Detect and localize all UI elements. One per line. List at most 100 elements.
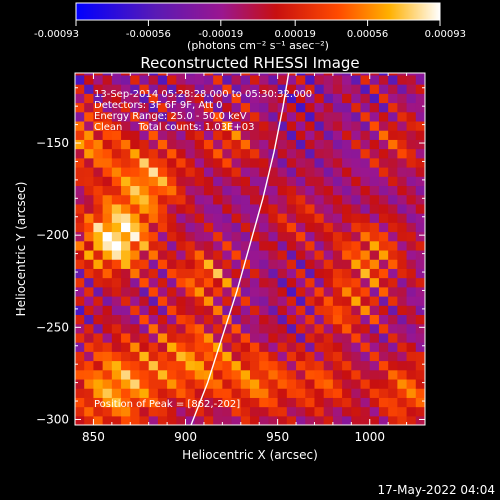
heatmap-cell: [240, 277, 251, 288]
heatmap-cell: [111, 130, 122, 140]
heatmap-cell: [351, 286, 362, 297]
heatmap-cell: [111, 397, 122, 408]
heatmap-cell: [194, 102, 205, 113]
colorbar-tick-label: -0.00093: [34, 29, 79, 40]
heatmap-cell: [111, 249, 122, 260]
heatmap-cell: [268, 351, 279, 362]
heatmap-cell: [176, 166, 187, 177]
annotation-clean-counts: Clean Total counts: 1.03E+03: [94, 122, 254, 133]
heatmap-cell: [397, 397, 408, 408]
heatmap-cell: [397, 176, 408, 187]
heatmap-cell: [130, 259, 141, 269]
colorbar-tick-label: 0.00056: [347, 29, 388, 40]
heatmap-cell: [213, 388, 223, 398]
heatmap-cell: [286, 369, 297, 380]
heatmap-cell: [250, 111, 260, 122]
heatmap-cell: [167, 74, 177, 85]
heatmap-cell: [185, 130, 196, 140]
heatmap-cell: [296, 286, 306, 297]
heatmap-cell: [111, 240, 122, 251]
heatmap-cell: [351, 259, 362, 269]
heatmap-cell: [240, 314, 251, 325]
heatmap-cell: [167, 102, 177, 113]
heatmap-cell: [277, 369, 288, 380]
heatmap-cell: [93, 176, 104, 187]
heatmap-cell: [314, 360, 325, 371]
heatmap-cell: [240, 415, 251, 425]
heatmap-cell: [102, 369, 113, 380]
heatmap-cell: [203, 259, 214, 269]
heatmap-cell: [360, 360, 371, 371]
heatmap-cell: [314, 139, 325, 150]
heatmap-cell: [397, 268, 408, 279]
heatmap-cell: [121, 148, 131, 159]
heatmap-cell: [93, 378, 104, 389]
heatmap-cell: [351, 406, 362, 417]
heatmap-cell: [314, 176, 325, 187]
heatmap-cell: [286, 332, 297, 343]
heatmap-cell: [342, 166, 352, 177]
heatmap-cell: [121, 93, 131, 104]
heatmap-cell: [342, 369, 352, 380]
heatmap-cell: [130, 148, 141, 159]
heatmap-cell: [203, 406, 214, 417]
heatmap-cell: [406, 286, 417, 297]
heatmap-cell: [406, 360, 417, 371]
heatmap-cell: [286, 378, 297, 389]
heatmap-cell: [167, 213, 177, 223]
heatmap-cell: [286, 93, 297, 104]
heatmap-cell: [102, 406, 113, 417]
heatmap-cell: [75, 102, 85, 113]
heatmap-cell: [296, 120, 306, 131]
heatmap-cell: [75, 378, 85, 389]
heatmap-cell: [323, 415, 334, 425]
y-tick-label: −250: [36, 320, 69, 334]
heatmap-cell: [378, 360, 389, 371]
heatmap-cell: [157, 305, 168, 316]
heatmap-cell: [185, 314, 196, 325]
x-tick-label: 1000: [354, 430, 385, 444]
heatmap-cell: [240, 93, 251, 104]
heatmap-cell: [268, 415, 279, 425]
heatmap-cell: [351, 360, 362, 371]
heatmap-cell: [157, 148, 168, 159]
heatmap-cell: [75, 360, 85, 371]
heatmap-cell: [305, 332, 316, 343]
heatmap-cell: [157, 406, 168, 417]
heatmap-cell: [259, 314, 270, 325]
heatmap-cell: [351, 213, 362, 223]
heatmap-cell: [305, 268, 316, 279]
heatmap-cell: [351, 74, 362, 85]
heatmap-cell: [296, 397, 306, 408]
heatmap-cell: [240, 120, 251, 131]
heatmap-cell: [111, 73, 122, 76]
heatmap-cell: [314, 259, 325, 269]
heatmap-cell: [415, 139, 425, 150]
heatmap-cell: [157, 397, 168, 408]
heatmap-cell: [323, 157, 334, 168]
heatmap-cell: [406, 332, 417, 343]
heatmap-cell: [167, 406, 177, 417]
heatmap-cell: [250, 203, 260, 214]
heatmap-cell: [342, 295, 352, 306]
heatmap-cell: [102, 111, 113, 122]
heatmap-cell: [213, 268, 223, 279]
heatmap-cell: [213, 73, 223, 76]
heatmap-cell: [121, 157, 131, 168]
heatmap-cell: [102, 157, 113, 168]
heatmap-cell: [157, 93, 168, 104]
heatmap-cell: [406, 351, 417, 362]
heatmap-cell: [351, 111, 362, 122]
heatmap-cell: [121, 139, 131, 150]
heatmap-cell: [369, 111, 380, 122]
heatmap-cell: [75, 231, 85, 242]
heatmap-cell: [84, 102, 95, 113]
heatmap-cell: [406, 259, 417, 269]
heatmap-cell: [139, 277, 150, 288]
heatmap-cell: [222, 74, 233, 85]
heatmap-cell: [277, 240, 288, 251]
heatmap-cell: [148, 222, 159, 233]
heatmap-cell: [213, 176, 223, 187]
heatmap-cell: [332, 342, 343, 352]
